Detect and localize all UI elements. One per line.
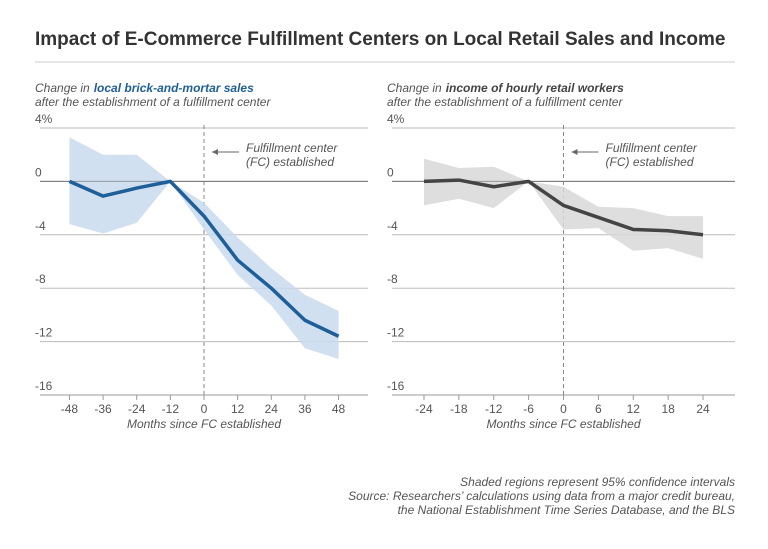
annotation: (FC) established xyxy=(606,155,694,169)
x-tick-label: -12 xyxy=(162,402,180,416)
note: the National Establishment Time Series D… xyxy=(398,503,735,517)
x-tick-label: 6 xyxy=(595,402,602,416)
subtitle: Change in income of hourly retail workers xyxy=(387,81,624,95)
y-tick-label: -12 xyxy=(35,326,53,340)
x-tick-label: 12 xyxy=(231,402,245,416)
confidence-band xyxy=(69,137,339,359)
x-tick-label: 0 xyxy=(560,402,567,416)
y-tick-label: -16 xyxy=(35,379,53,393)
y-tick-label: -8 xyxy=(35,272,46,286)
x-tick-label: 48 xyxy=(332,402,346,416)
y-tick-label: 0 xyxy=(35,165,42,179)
subtitle: Change in local brick-and-mortar sales xyxy=(35,81,254,95)
y-tick-label: -12 xyxy=(387,326,405,340)
y-tick-label: -16 xyxy=(387,379,405,393)
subtitle: after the establishment of a fulfillment… xyxy=(35,95,271,109)
x-tick-label: 0 xyxy=(201,402,208,416)
y-tick-label: 0 xyxy=(387,165,394,179)
x-axis-label: Months since FC established xyxy=(127,417,281,431)
x-tick-label: -24 xyxy=(128,402,146,416)
y-tick-label: 4% xyxy=(35,112,53,126)
subtitle-lead: Change in xyxy=(387,81,442,95)
x-tick-label: 36 xyxy=(298,402,312,416)
confidence-band xyxy=(423,158,704,259)
x-axis-label: Months since FC established xyxy=(486,417,640,431)
subtitle-emphasis: local brick-and-mortar sales xyxy=(94,81,254,95)
y-tick-label: -4 xyxy=(387,219,398,233)
series-line xyxy=(68,179,340,338)
x-tick-label: 24 xyxy=(265,402,279,416)
x-tick-label: -18 xyxy=(450,402,468,416)
note: Source: Researchers’ calculations using … xyxy=(348,489,735,503)
x-tick-label: -12 xyxy=(485,402,503,416)
y-tick-label: -4 xyxy=(35,219,46,233)
annotation: (FC) established xyxy=(246,155,334,169)
y-tick-label: 4% xyxy=(387,112,405,126)
annotation: Fulfillment center xyxy=(246,141,338,155)
x-tick-label: 12 xyxy=(627,402,641,416)
annotation-arrowhead xyxy=(571,149,578,155)
annotation: Fulfillment center xyxy=(606,141,698,155)
note: Shaded regions represent 95% confidence … xyxy=(460,475,735,489)
x-tick-label: -24 xyxy=(415,402,433,416)
subtitle-lead: Change in xyxy=(35,81,90,95)
page-title: Impact of E-Commerce Fulfillment Centers… xyxy=(35,29,726,50)
x-tick-label: -6 xyxy=(523,402,534,416)
x-tick-label: -36 xyxy=(94,402,112,416)
subtitle: after the establishment of a fulfillment… xyxy=(387,95,623,109)
series-line xyxy=(423,178,704,237)
x-tick-label: 24 xyxy=(696,402,710,416)
y-tick-label: -8 xyxy=(387,272,398,286)
x-tick-label: 18 xyxy=(661,402,675,416)
subtitle-emphasis: income of hourly retail workers xyxy=(446,81,624,95)
annotation-arrowhead xyxy=(212,149,218,155)
x-tick-label: -48 xyxy=(61,402,79,416)
